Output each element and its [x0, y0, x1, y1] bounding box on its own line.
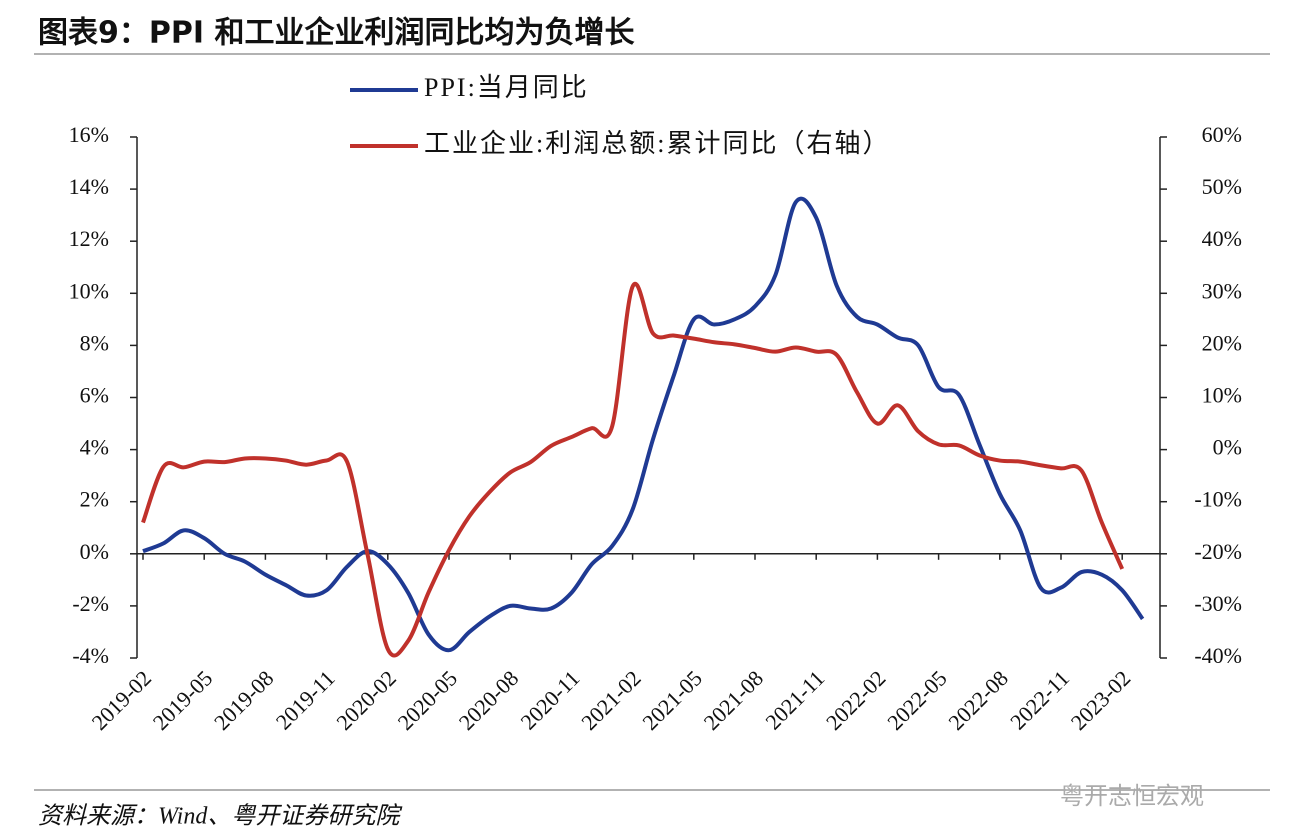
y-tick-label: 4% — [80, 435, 109, 460]
x-tick-label: 2021-02 — [576, 665, 646, 735]
x-tick-label: 2022-08 — [943, 665, 1013, 735]
y-tick-label: 0% — [80, 539, 109, 564]
x-tick-label: 2022-02 — [821, 665, 891, 735]
y2-tick-label: -10% — [1194, 487, 1242, 512]
series-line — [142, 196, 1145, 653]
y2-tick-label: -40% — [1194, 643, 1242, 668]
watermark: 粤开志恒宏观 — [1060, 782, 1204, 810]
y2-tick-label: -30% — [1194, 591, 1242, 616]
y-tick-label: 8% — [80, 330, 109, 355]
x-tick-label: 2021-11 — [760, 665, 829, 734]
y2-tick-label: 40% — [1202, 226, 1242, 251]
x-tick-label: 2020-11 — [516, 665, 585, 734]
x-tick-label: 2019-05 — [148, 665, 218, 735]
y2-tick-label: 20% — [1202, 330, 1242, 355]
legend-label: 工业企业:利润总额:累计同比（右轴） — [424, 129, 890, 158]
x-tick-label: 2021-05 — [637, 665, 707, 735]
x-tick-label: 2019-08 — [209, 665, 279, 735]
x-tick-label: 2019-02 — [87, 665, 157, 735]
y-tick-label: -4% — [72, 643, 109, 668]
x-tick-label: 2022-05 — [882, 665, 952, 735]
source: 资料来源：Wind、粤开证券研究院 — [38, 803, 403, 830]
chart-title: 图表9：PPI 和工业企业利润同比均为负增长 — [38, 16, 634, 51]
y-tick-label: 2% — [80, 487, 109, 512]
x-tick-label: 2020-08 — [454, 665, 524, 735]
y2-tick-label: 30% — [1202, 278, 1242, 303]
x-tick-label: 2019-11 — [271, 665, 340, 734]
y-tick-label: 10% — [69, 278, 109, 303]
series-line — [141, 281, 1125, 658]
x-tick-label: 2023-02 — [1066, 665, 1136, 735]
y2-tick-label: 60% — [1202, 122, 1242, 147]
x-tick-label: 2022-11 — [1005, 665, 1074, 734]
y-tick-label: 6% — [80, 383, 109, 408]
y-tick-label: -2% — [72, 591, 109, 616]
x-tick-label: 2021-08 — [699, 665, 769, 735]
y2-tick-label: 10% — [1202, 383, 1242, 408]
y-tick-label: 12% — [69, 226, 109, 251]
y2-tick-label: 0% — [1213, 435, 1242, 460]
y2-tick-label: -20% — [1194, 539, 1242, 564]
x-tick-label: 2020-05 — [393, 665, 463, 735]
y-tick-label: 14% — [69, 174, 109, 199]
legend-label: PPI:当月同比 — [424, 73, 589, 102]
y-tick-label: 16% — [69, 122, 109, 147]
x-tick-label: 2020-02 — [331, 665, 401, 735]
y2-tick-label: 50% — [1202, 174, 1242, 199]
